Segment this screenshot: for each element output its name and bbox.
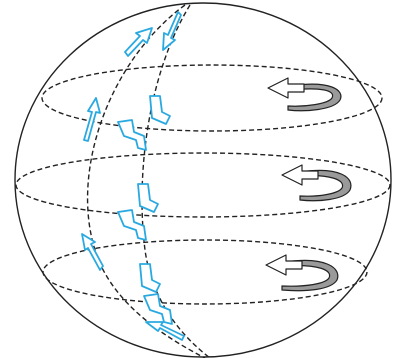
arrow (145, 321, 185, 341)
rotation-arrow-top (267, 77, 342, 112)
meridian-left (86, 4, 206, 358)
arrow (81, 233, 104, 271)
arrow (149, 95, 171, 125)
arrow (162, 11, 182, 51)
meridian-right (141, 4, 211, 358)
arrow (117, 209, 147, 241)
arrow (137, 183, 159, 213)
flow-arrows (81, 11, 185, 341)
arrow (143, 293, 173, 325)
rotation-arrow-middle (281, 164, 352, 202)
latitude-bottom (42, 239, 368, 305)
arrow (139, 263, 161, 293)
latitude-middle (15, 152, 391, 218)
arrow (124, 27, 153, 57)
arrow (117, 119, 147, 151)
arrow (83, 97, 101, 142)
latitude-top (41, 64, 383, 132)
rotation-arrow-bottom (265, 254, 339, 292)
